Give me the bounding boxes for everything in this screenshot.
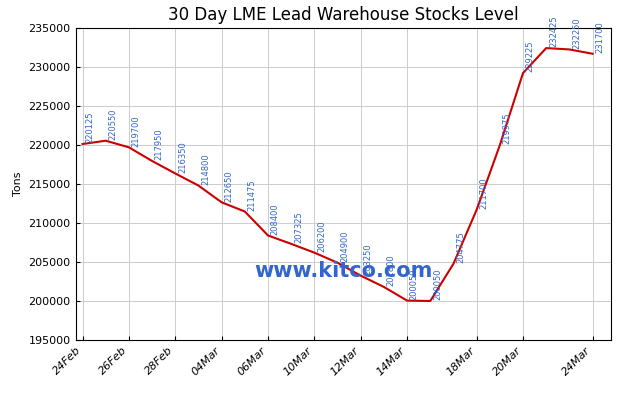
Y-axis label: Tons: Tons bbox=[13, 172, 23, 196]
Text: 212650: 212650 bbox=[224, 170, 234, 202]
Text: www.kitco.com: www.kitco.com bbox=[254, 261, 433, 281]
Text: 220125: 220125 bbox=[85, 112, 94, 143]
Text: 207325: 207325 bbox=[294, 211, 303, 243]
Text: 220550: 220550 bbox=[108, 108, 118, 140]
Text: 217950: 217950 bbox=[155, 128, 164, 160]
Text: 200050: 200050 bbox=[433, 269, 442, 300]
Text: 203250: 203250 bbox=[364, 243, 372, 275]
Text: 216350: 216350 bbox=[178, 141, 187, 173]
Text: 204900: 204900 bbox=[340, 230, 350, 262]
Text: 200050: 200050 bbox=[410, 268, 419, 300]
Text: 201800: 201800 bbox=[387, 254, 396, 286]
Title: 30 Day LME Lead Warehouse Stocks Level: 30 Day LME Lead Warehouse Stocks Level bbox=[168, 6, 518, 24]
Text: 232425: 232425 bbox=[549, 16, 558, 47]
Text: 211475: 211475 bbox=[248, 179, 256, 211]
Text: 219700: 219700 bbox=[132, 115, 140, 146]
Text: 211700: 211700 bbox=[479, 177, 488, 209]
Text: 208400: 208400 bbox=[271, 203, 280, 235]
Text: 229225: 229225 bbox=[526, 41, 535, 72]
Text: 214800: 214800 bbox=[201, 153, 210, 185]
Text: 219975: 219975 bbox=[503, 113, 512, 144]
Text: 206200: 206200 bbox=[317, 220, 326, 252]
Text: 232250: 232250 bbox=[572, 17, 581, 49]
Text: 204775: 204775 bbox=[456, 231, 465, 263]
Text: 231700: 231700 bbox=[595, 21, 604, 53]
